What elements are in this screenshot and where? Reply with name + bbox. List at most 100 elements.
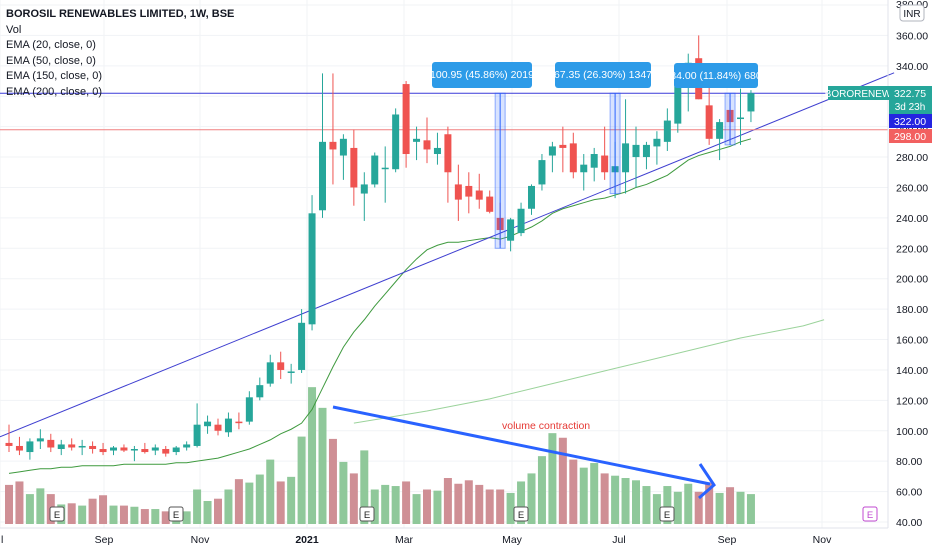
candle-body xyxy=(642,144,650,158)
volume-bar xyxy=(318,407,327,524)
candle-body xyxy=(245,397,253,422)
legend-line-vol[interactable]: Vol xyxy=(6,23,22,36)
candle-body xyxy=(747,93,755,112)
last-price-label: 322.75 xyxy=(894,88,926,100)
candle-body xyxy=(298,322,306,370)
arrow-head xyxy=(698,463,716,500)
last-price-tag xyxy=(889,86,932,114)
volume-bar xyxy=(182,511,191,524)
legend-line-ema150[interactable]: EMA (150, close, 0) xyxy=(6,70,102,82)
candle-body xyxy=(26,441,34,453)
volume-bar xyxy=(151,509,160,524)
earnings-marker xyxy=(359,506,375,522)
volume-bar xyxy=(255,474,264,524)
price-tick-label: 40.00 xyxy=(896,517,922,529)
legend-line-ema50[interactable]: EMA (50, close, 0) xyxy=(6,54,96,67)
volume-bar xyxy=(119,505,128,524)
volume-bar xyxy=(276,481,285,524)
red-level-label: 298.00 xyxy=(894,131,926,143)
volume-bar xyxy=(25,494,34,524)
candle-body xyxy=(141,449,149,453)
volume-bar xyxy=(579,467,588,524)
legend-line-ema20[interactable]: EMA (20, close, 0) xyxy=(6,39,96,51)
candle-body xyxy=(590,154,598,168)
candle-body xyxy=(371,155,379,185)
candle-body xyxy=(622,143,630,173)
earnings-marker-label: E xyxy=(364,510,370,521)
volume-bar xyxy=(245,482,254,524)
volume-bar xyxy=(402,481,411,524)
volume-bar xyxy=(611,475,620,524)
price-tick-label: 100.00 xyxy=(896,426,928,438)
candle-body xyxy=(402,84,410,155)
legend-line-ema200[interactable]: EMA (200, close, 0) xyxy=(6,85,102,98)
time-tick-label: Sep xyxy=(718,534,737,546)
candle-body xyxy=(486,196,494,212)
volume-bar xyxy=(632,480,640,524)
earnings-marker-label: E xyxy=(867,510,873,521)
candle-body xyxy=(413,138,421,142)
candle-body xyxy=(78,445,86,448)
symbol-tag-label: BORORENEW xyxy=(825,89,892,100)
price-tick-label: 360.00 xyxy=(896,30,928,42)
price-tick-label: 60.00 xyxy=(896,487,922,499)
candle-body xyxy=(465,185,473,197)
candle-body xyxy=(653,138,661,147)
candle-body xyxy=(632,144,640,158)
earnings-marker-upcoming xyxy=(862,506,878,522)
candle-body xyxy=(360,184,368,194)
candle-body xyxy=(277,362,285,370)
candle-body xyxy=(99,449,107,453)
volume-bar xyxy=(527,473,536,524)
volume-bar xyxy=(443,478,452,524)
candle-body xyxy=(204,421,212,427)
volume-bar xyxy=(360,450,369,524)
candle-body xyxy=(559,144,567,148)
volume-bar xyxy=(381,484,390,524)
currency-badge xyxy=(899,4,925,22)
volume-bar xyxy=(234,479,243,524)
earnings-marker-label: E xyxy=(173,510,179,521)
volume-bar xyxy=(433,490,442,524)
countdown-label: 3d 23h xyxy=(895,102,926,113)
measure-callout xyxy=(555,62,651,88)
volume-bar xyxy=(328,438,337,524)
measure-callout xyxy=(674,63,758,88)
earnings-marker-label: E xyxy=(518,510,524,521)
candle-body xyxy=(392,114,400,170)
earnings-marker xyxy=(168,506,184,522)
volume-bar xyxy=(517,481,526,524)
measure-label: 100.95 (45.86%) 2019 xyxy=(430,69,534,81)
volume-bar xyxy=(715,492,724,524)
volume-bar xyxy=(130,506,139,524)
candle-body xyxy=(183,444,191,448)
volume-contraction-arrow xyxy=(332,405,711,486)
volume-bar xyxy=(642,486,651,524)
volume-bar xyxy=(736,491,745,524)
candle-body xyxy=(674,81,682,124)
candle-body xyxy=(433,147,441,155)
volume-bar xyxy=(308,387,317,524)
candle-body xyxy=(569,143,577,173)
price-tick-label: 200.00 xyxy=(896,274,928,286)
candle-body xyxy=(444,134,452,173)
blue-level-label: 322.00 xyxy=(894,116,926,128)
red-level-tag xyxy=(889,129,932,143)
volume-bar xyxy=(5,484,13,524)
volume-bar xyxy=(287,476,296,524)
candle-body xyxy=(36,438,44,442)
chart-legend: BOROSIL RENEWABLES LIMITED, 1W, BSE Vol … xyxy=(6,7,234,100)
volume-bar xyxy=(349,473,358,524)
time-tick-label: Sep xyxy=(95,534,114,546)
volume-bar xyxy=(109,505,118,524)
volume-bar xyxy=(558,437,567,524)
price-tick-label: 160.00 xyxy=(896,335,928,347)
candle-body xyxy=(162,449,170,454)
volume-bar xyxy=(746,494,755,524)
candle-body xyxy=(308,213,316,325)
legend-title: BOROSIL RENEWABLES LIMITED, 1W, BSE xyxy=(6,8,235,20)
volume-bar xyxy=(161,511,170,524)
volume-bar xyxy=(412,494,421,524)
